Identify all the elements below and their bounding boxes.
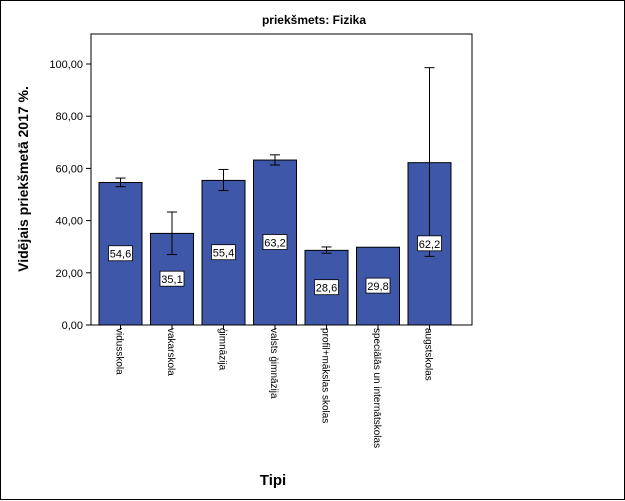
data-label: 55,4: [213, 248, 234, 260]
chart-title: priekšmets: Fizika: [262, 13, 366, 27]
data-label-box: [314, 279, 339, 296]
data-label: 63,2: [264, 238, 285, 250]
data-label: 28,6: [316, 283, 337, 295]
data-label: 54,6: [110, 249, 131, 261]
x-tick-label: ģimnāzija: [217, 328, 230, 371]
x-tick-label: valsts ģimnāzija: [268, 328, 281, 399]
x-tick-label: profil+mākslas skolas: [320, 328, 331, 423]
data-label-box: [159, 270, 185, 287]
y-tick-label: 60,00: [55, 163, 83, 175]
y-axis: 0,00 20,00 40,00 60,00 80,00 100,00: [49, 59, 91, 332]
data-label-box: [108, 245, 133, 262]
data-label: 35,1: [161, 274, 182, 286]
y-axis-label: Vidējais priekšmetā 2017 %.: [15, 86, 31, 272]
y-tick-label: 0,00: [62, 320, 83, 332]
y-tick-label: 80,00: [55, 111, 83, 123]
x-axis: vidusskola vakarskola ģimnāzija valsts ģimn…: [114, 325, 434, 448]
x-axis-label: Tipi: [260, 472, 286, 489]
y-tick-label: 20,00: [55, 268, 83, 280]
y-tick-label: 40,00: [55, 216, 83, 228]
data-label-box: [211, 244, 236, 261]
y-tick-label: 100,00: [49, 59, 83, 71]
data-label: 29,8: [367, 281, 388, 293]
x-tick-label: vakarskola: [165, 328, 176, 376]
x-tick-label: vidusskola: [114, 328, 125, 375]
data-label-box: [365, 277, 391, 294]
data-label-box: [262, 234, 288, 250]
data-label: 62,2: [419, 239, 440, 251]
data-label-box: [417, 235, 442, 252]
x-tick-label: augstskolas: [423, 328, 434, 381]
x-tick-label: speciālās un internātskolas: [371, 328, 382, 448]
